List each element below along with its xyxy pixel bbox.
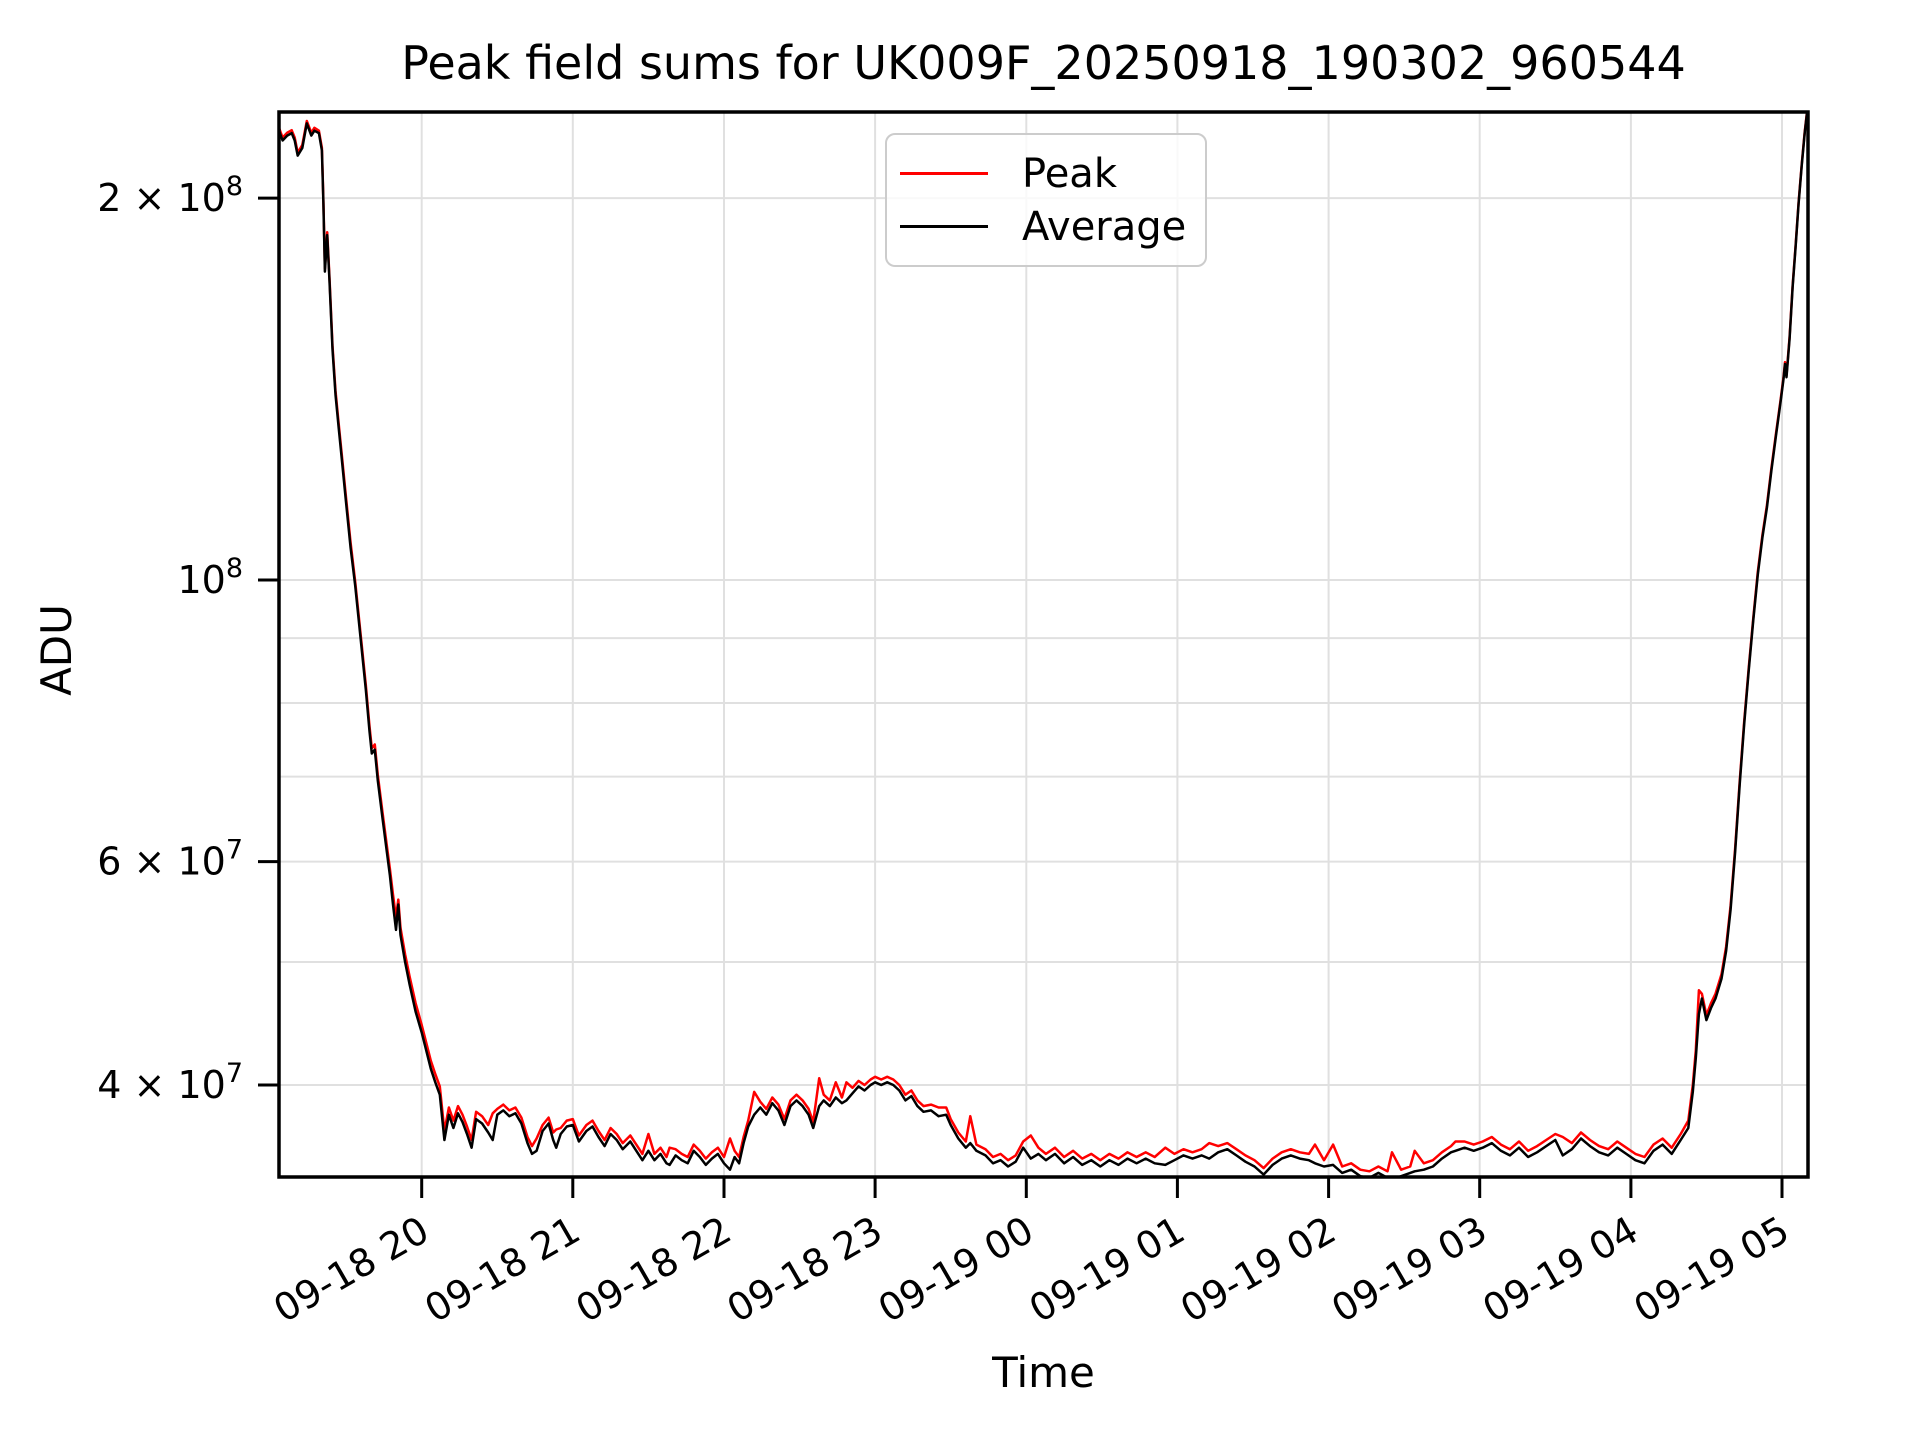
chart-title: Peak field sums for UK009F_20250918_1903… [401, 36, 1686, 90]
legend: Peak Average [885, 133, 1207, 267]
y-tick-label: 4 × 107 [97, 1058, 243, 1107]
y-tick-label: 6 × 107 [97, 835, 243, 884]
plot-border [277, 110, 1810, 1179]
legend-item-peak: Peak [900, 148, 1191, 200]
peak-line-sample-icon [900, 172, 988, 175]
tick-marks [258, 196, 1784, 1198]
legend-label-peak: Peak [1022, 150, 1117, 197]
peak-line [279, 112, 1808, 1173]
average-line-sample-icon [900, 225, 988, 228]
y-tick-labels: 2 × 108 108 6 × 107 4 × 107 [97, 171, 243, 1107]
x-axis-title: Time [992, 1348, 1095, 1397]
data-series [279, 112, 1808, 1177]
y-tick-label: 2 × 108 [97, 171, 243, 220]
legend-item-average: Average [900, 201, 1191, 253]
average-line [279, 112, 1808, 1177]
y-tick-label: 108 [177, 553, 243, 602]
y-axis-title: ADU [32, 604, 81, 696]
gridlines [279, 112, 1808, 1177]
legend-label-average: Average [1022, 203, 1187, 250]
